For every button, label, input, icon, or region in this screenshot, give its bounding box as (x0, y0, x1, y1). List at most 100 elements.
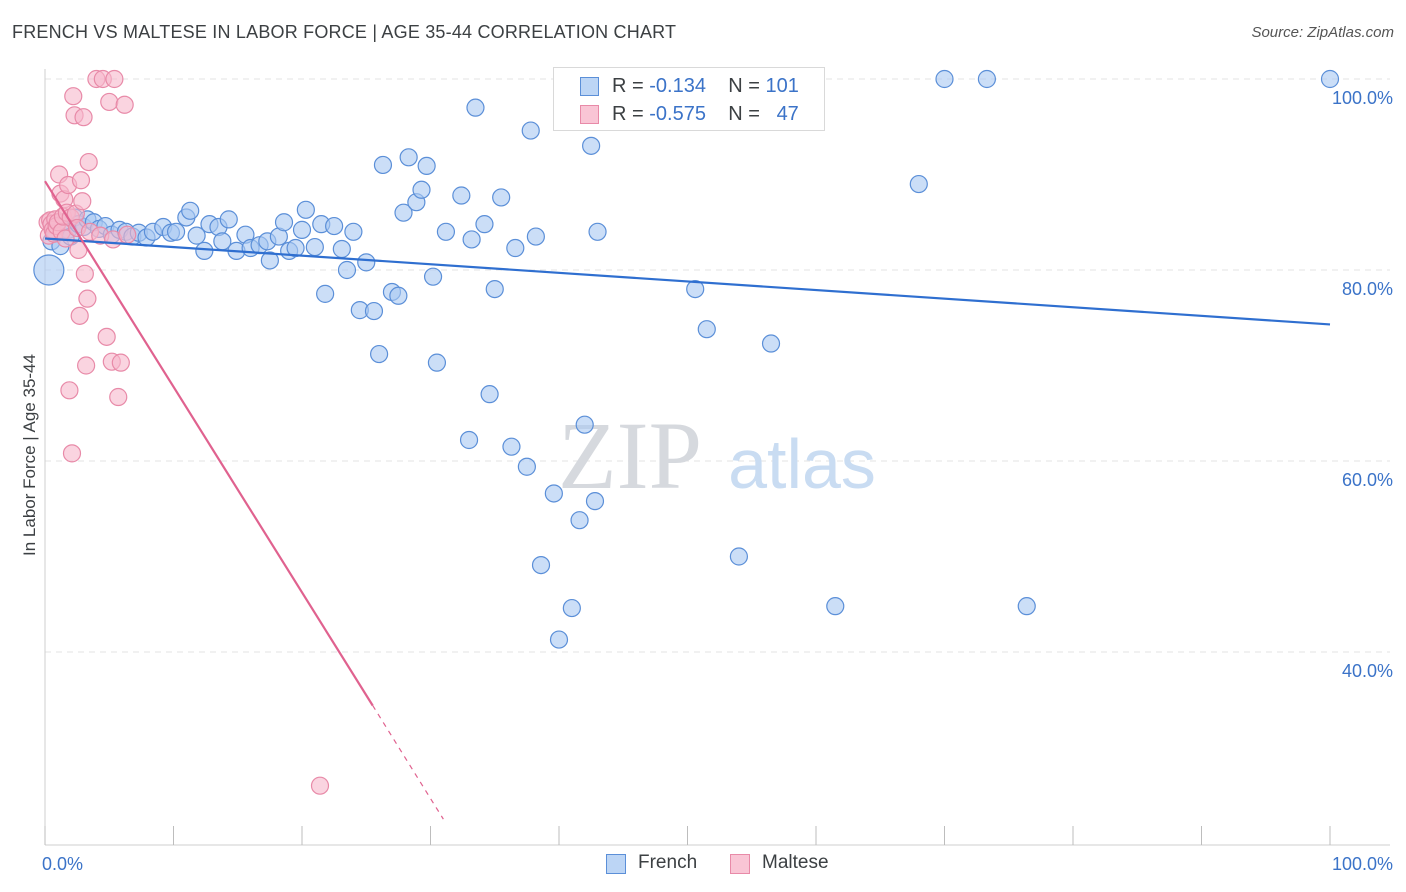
y-tick-label: 100.0% (1332, 88, 1393, 108)
french-point (466, 98, 485, 117)
french-point (260, 251, 279, 270)
maltese-point (74, 108, 93, 127)
french-point (337, 260, 357, 280)
french-point (562, 598, 581, 618)
french-point (357, 253, 376, 272)
legend-r-label: R = (612, 75, 644, 97)
maltese-point (97, 327, 116, 346)
legend-swatch-maltese (580, 105, 599, 124)
maltese-point (111, 353, 130, 372)
french-point (394, 203, 413, 222)
french-point (521, 121, 540, 140)
tick-labels: 100.0% 80.0% 60.0% 40.0% 0.0% 100.0% (42, 88, 1393, 874)
bottom-legend-swatch-maltese (730, 854, 750, 874)
maltese-point (71, 171, 91, 190)
french-point (325, 216, 344, 236)
french-point (370, 344, 389, 364)
french-point (729, 547, 749, 566)
maltese-points (38, 69, 330, 795)
french-point (582, 136, 601, 155)
french-point (286, 238, 305, 258)
french-point (296, 200, 315, 219)
french-point (585, 492, 605, 511)
y-tick-label: 60.0% (1342, 470, 1393, 490)
maltese-point (70, 306, 89, 325)
legend-n-label: N = (728, 75, 760, 97)
french-point (485, 280, 504, 299)
french-point (33, 254, 65, 286)
french-point (697, 320, 716, 339)
watermark-atlas: atlas (728, 425, 876, 503)
maltese-point (73, 192, 92, 211)
legend-n-value: 101 (765, 75, 799, 97)
french-point (373, 155, 393, 175)
french-points (33, 69, 1340, 649)
french-point (195, 241, 214, 260)
french-point (575, 415, 594, 434)
maltese-point (75, 264, 94, 283)
stats-legend: R = -0.134 N = 101 R = -0.575 N = 47 (553, 67, 825, 131)
bottom-legend-label-maltese: Maltese (762, 852, 829, 873)
french-point (316, 284, 335, 303)
y-tick-label: 40.0% (1342, 661, 1393, 681)
french-point (977, 69, 997, 89)
french-point (480, 385, 499, 404)
legend-swatch-french (580, 77, 599, 96)
legend-r-label: R = (612, 103, 644, 125)
french-point (417, 156, 436, 176)
maltese-point (62, 444, 82, 463)
y-tick-label: 80.0% (1342, 279, 1393, 299)
maltese-point (310, 776, 330, 795)
legend-n-label: N = (728, 103, 760, 125)
legend-row-french: R = -0.134 N = 101 (554, 73, 824, 101)
legend-row-maltese: R = -0.575 N = 47 (554, 101, 824, 129)
maltese-point (79, 152, 98, 172)
french-point (166, 222, 186, 241)
french-point (459, 430, 479, 450)
french-point (526, 227, 545, 246)
maltese-point (100, 92, 119, 112)
x-tick-label: 100.0% (1332, 854, 1393, 874)
french-point (181, 201, 200, 220)
french-point (423, 267, 443, 286)
french-point (219, 210, 238, 229)
french-point (492, 188, 511, 207)
french-point (462, 230, 481, 249)
maltese-trend-extension (372, 705, 444, 820)
french-point (686, 280, 705, 299)
maltese-trend-line (44, 180, 374, 707)
maltese-point (105, 69, 124, 89)
french-point (1320, 69, 1340, 89)
french-point (452, 186, 471, 205)
french-point (399, 148, 418, 167)
maltese-point (77, 356, 96, 375)
bottom-legend-swatch-french (606, 854, 626, 874)
french-point (1017, 597, 1036, 616)
french-point (187, 226, 206, 245)
french-point (506, 238, 525, 258)
maltese-point (78, 289, 97, 308)
french-point (332, 239, 351, 259)
trend-lines (44, 180, 1331, 820)
french-point (436, 222, 456, 241)
french-point (517, 457, 536, 476)
french-trend-line (44, 237, 1331, 326)
french-point (412, 180, 431, 199)
french-point (475, 215, 494, 234)
french-point (305, 237, 324, 257)
maltese-point (118, 225, 137, 244)
grid-lines (45, 78, 1390, 653)
watermark: ZIP atlas (558, 402, 876, 509)
french-point (292, 220, 312, 239)
french-point (274, 213, 294, 232)
french-point (826, 597, 845, 616)
x-tick-label: 0.0% (42, 854, 83, 874)
maltese-point (60, 381, 79, 400)
french-point (389, 286, 408, 305)
chart-title: FRENCH VS MALTESE IN LABOR FORCE | AGE 3… (12, 22, 677, 42)
french-point (544, 484, 563, 503)
french-point (935, 69, 954, 89)
legend-r-value: -0.575 (649, 103, 706, 125)
french-point (364, 301, 384, 321)
